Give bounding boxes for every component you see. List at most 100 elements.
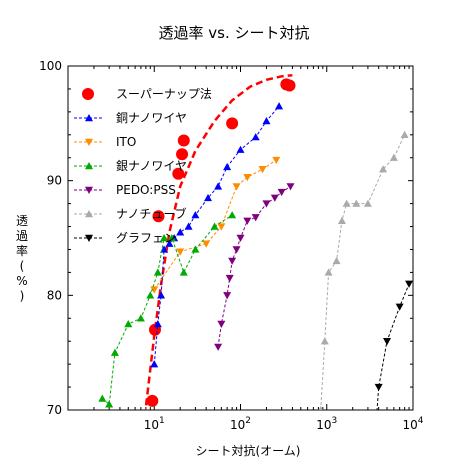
data-point [85,138,93,146]
data-point [85,210,93,218]
legend-label: 銀ナノワイヤ [116,159,187,173]
data-point [214,182,223,190]
y-tick-label: 80 [47,288,62,302]
data-point [191,211,200,219]
legend-label: ITO [116,135,136,149]
data-point [136,314,145,322]
data-point [176,228,185,236]
data-point [352,199,361,207]
data-point [157,291,166,299]
data-point [275,102,284,110]
data-point [405,280,413,288]
data-point [232,246,241,254]
data-point [236,234,245,242]
x-tick-label: 102 [230,416,251,432]
data-point [85,234,93,242]
y-tick-label: 90 [47,174,62,188]
data-point [243,217,252,225]
data-point [277,188,286,197]
data-point [374,383,383,392]
data-point [179,268,188,276]
data-point [176,148,189,161]
data-point [363,199,372,207]
data-point [262,200,271,208]
data-point [232,183,241,191]
y-ticks: 70 80 90 100 [39,59,413,417]
data-point [184,222,193,230]
data-point [110,348,119,356]
data-point [379,165,388,173]
chart-title: 透過率 vs. シート対抗 [159,24,310,42]
data-point [223,162,232,171]
data-point [167,234,176,242]
data-point [243,174,252,182]
data-point [370,453,378,460]
data-point [85,162,93,170]
data-point [383,338,392,346]
series-clip [98,73,413,460]
legend-label: ナノチューブ [116,206,187,221]
series-4 [214,183,295,351]
data-point [204,193,213,202]
legend-item: ナノチューブ [74,206,187,221]
legend-item: スーパーナップ法 [82,87,212,101]
legend-item: ITO [74,135,136,149]
data-point [223,292,232,300]
data-point [177,134,190,147]
data-point [286,183,295,191]
data-point [124,320,133,328]
data-point [146,291,155,299]
legend-label: グラフェン [116,231,176,245]
data-point [258,166,267,174]
x-ticks: 101 102 103 104 [67,66,424,432]
data-point [146,394,159,407]
data-point [153,268,162,276]
series-line [217,185,291,347]
data-point [228,211,237,219]
data-point [82,88,94,100]
y-axis-label: 透過率(%) [16,214,28,303]
data-point [324,268,333,276]
legend-item: 銅ナノワイヤ [74,111,187,125]
legend-item: 銀ナノワイヤ [74,159,187,173]
data-point [228,257,237,265]
data-point [217,320,226,328]
data-point [150,286,159,294]
legend-item: PEDO:PSS [74,183,176,197]
y-tick-label: 100 [39,59,62,73]
data-point [262,117,271,125]
series-group [98,73,413,460]
data-point [153,320,162,328]
series-line [320,134,406,410]
data-point [337,216,346,224]
data-point [395,303,404,311]
data-point [320,337,329,345]
data-point [152,210,165,223]
data-point [176,248,185,256]
series-line [153,159,277,290]
data-point [251,133,260,141]
data-point [332,256,341,265]
data-point [191,245,200,253]
x-tick-label: 103 [316,416,337,432]
data-point [272,156,281,165]
data-point [225,274,234,283]
data-point [236,145,245,153]
data-point [85,114,93,122]
data-point [400,130,409,138]
data-point [318,406,323,410]
y-tick-label: 70 [47,403,62,417]
series-6 [370,280,413,460]
data-point [85,186,93,194]
series-2 [150,156,281,294]
data-point [214,343,223,351]
data-point [251,214,260,222]
data-point [172,167,185,180]
x-axis-label: シート対抗(オーム) [195,443,300,458]
x-tick-label: 101 [144,416,165,432]
data-point [150,360,159,368]
series-5 [318,130,409,410]
legend-label: スーパーナップ法 [116,87,212,101]
data-point [389,153,398,161]
